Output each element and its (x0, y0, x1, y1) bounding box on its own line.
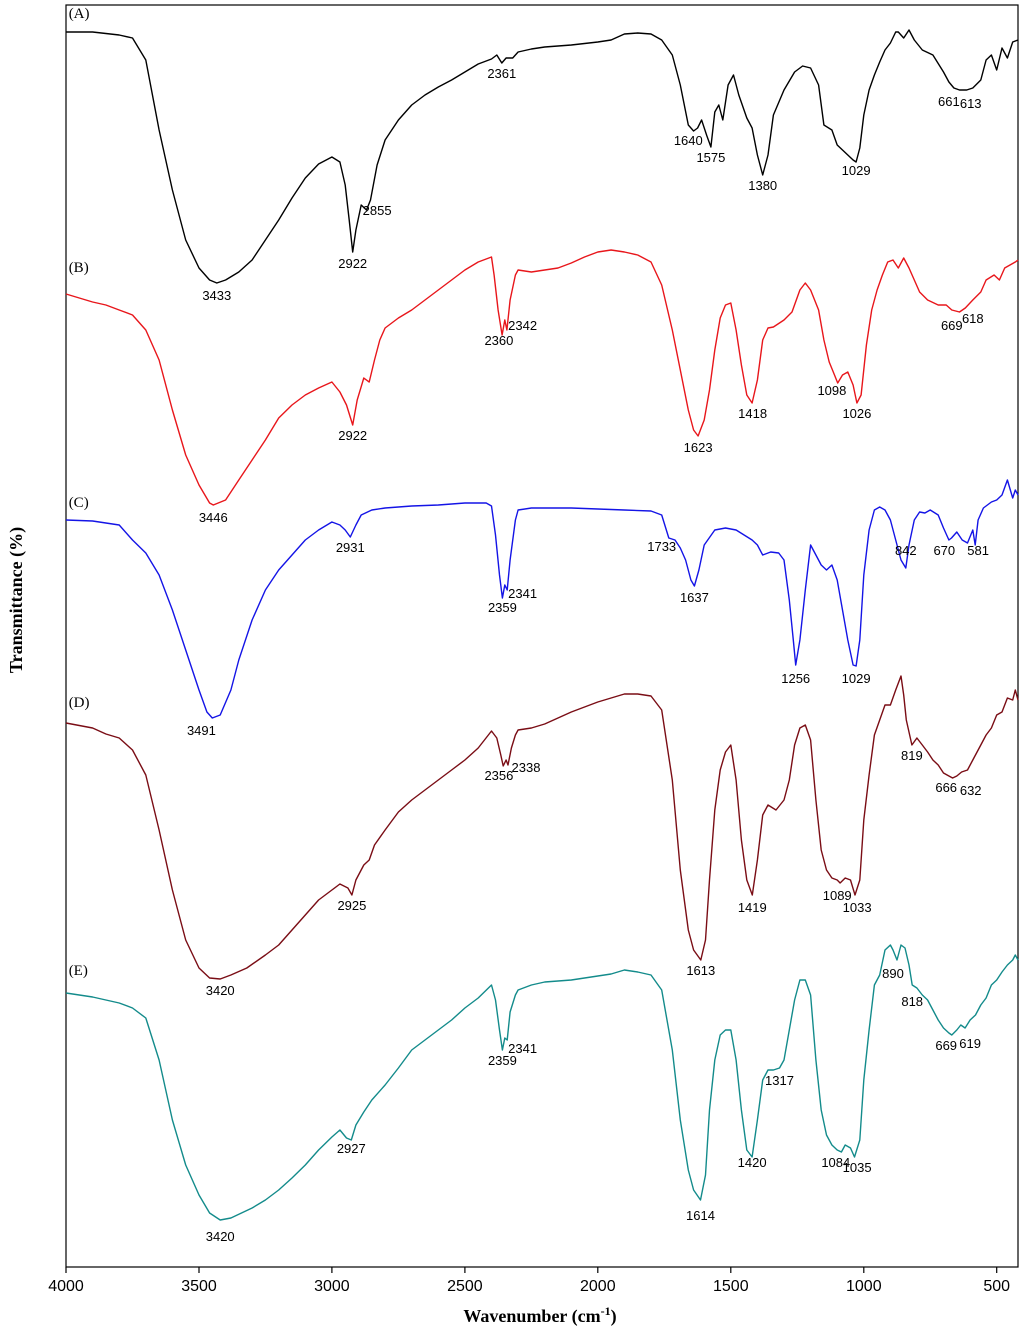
x-tick-label: 3500 (181, 1278, 217, 1295)
panel-label: (A) (69, 6, 90, 22)
peak-label: 819 (901, 748, 923, 763)
peak-label: 1035 (843, 1160, 872, 1175)
spectrum-line-b (65, 249, 1019, 506)
peak-label: 3433 (202, 288, 231, 303)
peak-label: 1089 (823, 888, 852, 903)
panel-label: (D) (69, 695, 90, 711)
peak-label: 1614 (686, 1208, 715, 1223)
peak-label-layer: 3433 2922 2855 2361 1640 1575 1380 1029 661 613 34… (187, 66, 989, 1244)
x-tick-label: 2000 (580, 1278, 616, 1295)
peak-label: 842 (895, 543, 917, 558)
peak-label: 2922 (338, 256, 367, 271)
x-tick-label: 3000 (314, 1278, 350, 1295)
peak-label: 1637 (680, 590, 709, 605)
peak-label: 1418 (738, 406, 767, 421)
peak-label: 1026 (842, 406, 871, 421)
peak-label: 1575 (696, 150, 725, 165)
peak-label: 3491 (187, 723, 216, 738)
peak-label: 2338 (512, 760, 541, 775)
peak-label: 613 (960, 96, 982, 111)
peak-label: 661 (938, 94, 960, 109)
peak-label: 2931 (336, 540, 365, 555)
panel-label: (C) (69, 495, 89, 511)
peak-label: 1029 (842, 163, 871, 178)
peak-label: 669 (935, 1038, 957, 1053)
peak-label: 666 (935, 780, 957, 795)
peak-label: 618 (962, 311, 984, 326)
spectrum-line-a (66, 29, 1019, 284)
peak-label: 2922 (338, 428, 367, 443)
series-layer (65, 29, 1019, 1221)
peak-label: 1084 (821, 1155, 850, 1170)
peak-label: 1380 (748, 178, 777, 193)
peak-label: 2927 (337, 1141, 366, 1156)
peak-label: 581 (967, 543, 989, 558)
peak-label: 669 (941, 318, 963, 333)
peak-label: 1640 (674, 133, 703, 148)
peak-label: 1098 (817, 383, 846, 398)
peak-label: 2359 (488, 1053, 517, 1068)
x-axis-title: Wavenumber (cm-1) (463, 1304, 616, 1327)
peak-label: 2360 (484, 333, 513, 348)
peak-label: 2855 (363, 203, 392, 218)
peak-label: 632 (960, 783, 982, 798)
x-tick-label: 500 (983, 1278, 1010, 1295)
peak-label: 2356 (484, 768, 513, 783)
peak-label: 2361 (487, 66, 516, 81)
peak-label: 2341 (508, 586, 537, 601)
peak-label: 2342 (508, 318, 537, 333)
x-tick-label: 2500 (447, 1278, 483, 1295)
peak-label: 3420 (206, 1229, 235, 1244)
peak-label: 1623 (684, 440, 713, 455)
peak-label: 1733 (647, 539, 676, 554)
peak-label: 890 (882, 966, 904, 981)
plot-frame (65, 4, 1019, 1268)
panel-label-layer: (A) (B) (C) (D) (E) (69, 6, 90, 979)
y-axis-title: Transmittance (%) (6, 527, 27, 673)
peak-label: 3420 (206, 983, 235, 998)
peak-label: 1420 (738, 1155, 767, 1170)
x-tick-label: 4000 (48, 1278, 84, 1295)
peak-label: 1419 (738, 900, 767, 915)
peak-label: 3446 (199, 510, 228, 525)
peak-label: 1033 (843, 900, 872, 915)
peak-label: 2359 (488, 600, 517, 615)
x-axis-ticks: 4000 3500 3000 2500 2000 1500 1000 500 (48, 1267, 1010, 1295)
peak-label: 670 (933, 543, 955, 558)
peak-label: 2341 (508, 1041, 537, 1056)
x-tick-label: 1000 (846, 1278, 882, 1295)
peak-label: 1029 (842, 671, 871, 686)
peak-label: 1317 (765, 1073, 794, 1088)
peak-label: 1613 (686, 963, 715, 978)
panel-label: (B) (69, 260, 89, 276)
x-tick-label: 1500 (713, 1278, 749, 1295)
panel-label: (E) (69, 963, 88, 979)
spectrum-line-c (65, 479, 1019, 719)
peak-label: 818 (901, 994, 923, 1009)
peak-label: 619 (959, 1036, 981, 1051)
spectrum-line-e (65, 944, 1019, 1221)
peak-label: 1256 (781, 671, 810, 686)
peak-label: 2925 (337, 898, 366, 913)
spectrum-line-d (65, 675, 1019, 980)
